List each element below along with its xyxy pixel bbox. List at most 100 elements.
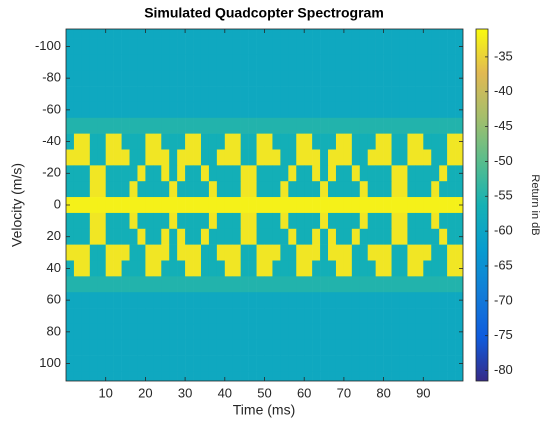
heatmap-cell [280,165,289,182]
heatmap-cell [216,165,226,182]
heatmap-cell [129,149,138,166]
heatmap-cell [81,371,91,381]
heatmap-cell [383,292,392,309]
heatmap-cell [320,371,329,381]
heatmap-cell [391,212,400,230]
heatmap-cell [335,371,345,381]
heatmap-cell [320,323,329,341]
heatmap-cell [328,29,337,39]
heatmap-cell [129,260,138,277]
heatmap-cell [312,197,321,214]
heatmap-cell [137,355,146,372]
heatmap-cell [391,165,400,182]
heatmap-cell [375,54,384,71]
heatmap-cell [272,54,281,71]
heatmap-cell [240,86,249,103]
heatmap-cell [169,133,178,150]
heatmap-cell [351,244,361,261]
heatmap-cell [81,244,91,261]
heatmap-cell [407,197,416,214]
heatmap-cell [335,355,345,372]
heatmap-cell [383,244,392,261]
heatmap-cell [351,181,361,198]
heatmap-cell [81,355,91,372]
heatmap-cell [129,54,138,71]
heatmap-cell [153,197,162,214]
heatmap-cell [288,371,297,381]
heatmap-cell [105,54,114,71]
heatmap-cell [81,133,91,150]
heatmap-cell [137,371,146,381]
heatmap-cell [177,260,186,277]
heatmap-cell [193,339,202,356]
heatmap-cell [169,339,178,356]
heatmap-cell [121,292,130,309]
heatmap-cell [97,133,106,150]
heatmap-cell [280,323,289,341]
heatmap-cell [272,355,281,372]
heatmap-cell [288,133,297,150]
heatmap-cell [288,149,297,166]
heatmap-cell [66,38,75,55]
heatmap-cell [137,54,146,71]
heatmap-cell [129,292,138,309]
heatmap-cell [66,308,75,325]
heatmap-cell [375,228,384,245]
heatmap-cell [121,197,130,214]
heatmap-cell [129,244,138,261]
heatmap-cell [264,101,273,119]
heatmap-cell [367,29,376,39]
colorbar-tick-label: -35 [494,48,513,63]
heatmap-cell [272,260,281,277]
heatmap-cell [248,212,257,230]
heatmap-cell [193,276,202,293]
heatmap-cell [66,86,75,103]
heatmap-cell [335,38,345,55]
heatmap-cell [280,133,289,150]
heatmap-cell [359,38,369,55]
heatmap-cell [177,29,186,39]
heatmap-cell [304,29,313,39]
heatmap-cell [351,38,361,55]
heatmap-cell [113,260,122,277]
heatmap-cell [121,260,130,277]
heatmap-cell [145,244,154,261]
heatmap-cell [137,260,146,277]
heatmap-cell [455,86,463,103]
heatmap-cell [208,70,218,87]
heatmap-cell [423,308,432,325]
heatmap-cell [113,86,122,103]
colorbar-tick-label: -65 [494,257,513,272]
heatmap-cell [256,276,265,293]
heatmap-cell [232,308,241,325]
heatmap-cell [97,29,106,39]
heatmap-cell [335,339,345,356]
heatmap-cell [256,244,265,261]
heatmap-cell [248,149,257,166]
heatmap-cell [81,228,91,245]
heatmap-cell [97,260,106,277]
heatmap-cell [264,29,273,39]
colorbar-tick-label: -60 [494,223,513,238]
heatmap-cell [185,101,194,119]
heatmap-cell [439,212,448,230]
heatmap-cell [145,339,154,356]
heatmap-cell [304,371,313,381]
heatmap-cell [423,86,432,103]
heatmap-cell [105,371,114,381]
heatmap-cell [208,292,218,309]
heatmap-cell [224,181,234,198]
heatmap-cell [359,117,369,134]
colorbar-tick-label: -80 [494,362,513,377]
heatmap-cell [439,86,448,103]
heatmap-cell [288,181,297,198]
heatmap-cell [328,133,337,150]
heatmap-cell [248,228,257,245]
heatmap-cell [161,181,170,198]
heatmap-cell [415,197,424,214]
heatmap-cell [169,276,178,293]
heatmap-cell [328,276,337,293]
heatmap-cell [129,212,138,230]
heatmap-cell [256,181,265,198]
heatmap-cell [66,101,75,119]
